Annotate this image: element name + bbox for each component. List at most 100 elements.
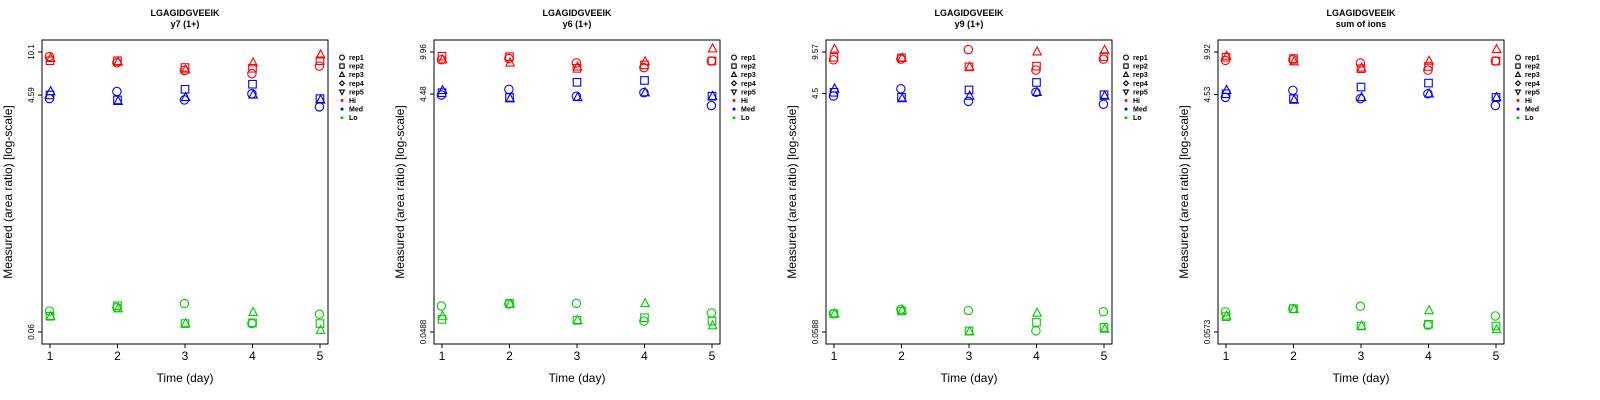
data-point-hi xyxy=(964,60,975,71)
legend-symbol-rep3 xyxy=(338,70,346,78)
data-point-med xyxy=(112,95,124,105)
data-point-hi xyxy=(1099,44,1110,54)
legend-label-rep5: rep5 xyxy=(1133,89,1148,96)
data-point-hi xyxy=(437,53,448,64)
data-point-lo xyxy=(707,316,717,326)
data-point-hi xyxy=(45,52,56,62)
data-point-med xyxy=(1288,93,1300,104)
y-tick-label: 4.48 xyxy=(419,86,428,102)
data-point-med xyxy=(1221,84,1232,95)
legend-symbol-rep4 xyxy=(1122,80,1130,87)
legend-label-lo: Lo xyxy=(741,115,750,122)
data-point-hi xyxy=(504,56,516,67)
legend-symbol-rep3 xyxy=(1122,70,1130,78)
legend-label-med: Med xyxy=(1133,107,1147,114)
data-point-hi xyxy=(639,55,651,66)
legend-label-rep1: rep1 xyxy=(1133,55,1148,62)
data-point-lo xyxy=(44,306,55,316)
y-tick-label: 4.59 xyxy=(27,87,36,103)
data-point-med xyxy=(437,84,448,95)
data-point-lo xyxy=(1031,307,1043,317)
data-point-hi xyxy=(1356,61,1367,72)
x-tick-label: 2 xyxy=(898,349,905,363)
legend-symbol-rep1 xyxy=(731,54,737,61)
data-point-med xyxy=(1424,78,1433,88)
panel-subtitle: y7 (1+) xyxy=(171,19,200,29)
data-point-hi xyxy=(505,52,514,62)
data-point-med xyxy=(639,86,651,97)
legend-label-rep2: rep2 xyxy=(741,64,756,71)
data-point-med xyxy=(1031,86,1043,96)
y-axis-label: Measured (area ratio) [log-scale] xyxy=(785,105,799,278)
data-point-lo xyxy=(314,309,325,320)
data-point-lo xyxy=(964,325,975,336)
legend-dot-hi xyxy=(732,99,736,102)
data-point-hi xyxy=(247,56,259,67)
x-tick-label: 3 xyxy=(1358,349,1365,363)
legend-symbol-rep5 xyxy=(730,89,738,96)
data-point-med xyxy=(1423,87,1435,98)
data-point-lo xyxy=(1099,323,1110,333)
legend-symbol-rep1 xyxy=(339,54,345,61)
data-point-lo xyxy=(45,310,56,320)
data-point-lo xyxy=(572,314,583,324)
legend-label-hi: Hi xyxy=(1133,98,1140,105)
y-tick-label: 0.0573 xyxy=(1203,319,1212,344)
legend-label-med: Med xyxy=(1525,107,1539,114)
data-point-med xyxy=(315,93,326,104)
legend-symbol-rep5 xyxy=(1514,89,1522,96)
legend-label-med: Med xyxy=(741,107,755,114)
plot-frame xyxy=(825,39,1113,345)
data-point-lo xyxy=(504,298,516,308)
y-tick-label: 10.1 xyxy=(27,44,36,60)
legend-symbol-rep2 xyxy=(339,63,345,69)
data-point-med xyxy=(896,84,906,94)
data-point-hi xyxy=(248,63,257,73)
data-point-lo xyxy=(1490,311,1501,321)
legend-dot-med xyxy=(732,107,736,111)
data-point-lo xyxy=(248,318,257,328)
data-point-med xyxy=(504,92,516,103)
data-point-hi xyxy=(963,44,974,55)
y-tick-label: 0.0588 xyxy=(811,319,820,344)
legend-label-hi: Hi xyxy=(349,98,356,105)
legend-symbol-rep3 xyxy=(730,70,738,78)
data-point-lo xyxy=(1031,326,1041,336)
data-point-hi xyxy=(315,56,325,66)
legend-symbol-rep4 xyxy=(730,80,738,87)
legend-label-rep1: rep1 xyxy=(1525,55,1540,62)
data-point-lo xyxy=(896,304,908,315)
y-tick-label: 9.92 xyxy=(1203,44,1212,60)
data-point-lo xyxy=(180,317,191,328)
legend-label-rep3: rep3 xyxy=(741,72,756,79)
panel-title: LGAGIDGVEEIK xyxy=(542,8,612,18)
data-point-med xyxy=(180,91,191,102)
x-tick-label: 4 xyxy=(249,349,256,363)
x-tick-label: 2 xyxy=(506,349,513,363)
legend-label-rep5: rep5 xyxy=(741,89,756,96)
panel-subtitle: y6 (1+) xyxy=(563,19,592,29)
data-point-lo xyxy=(1356,319,1367,330)
legend-symbol-rep3 xyxy=(1514,70,1522,78)
legend-label-rep3: rep3 xyxy=(1133,72,1148,79)
legend-label-hi: Hi xyxy=(1525,98,1532,105)
x-tick-label: 5 xyxy=(709,349,716,363)
data-point-med xyxy=(897,92,906,102)
data-point-med xyxy=(314,102,325,112)
legend-symbol-rep2 xyxy=(1515,63,1521,69)
data-point-med xyxy=(505,93,514,102)
x-tick-label: 1 xyxy=(47,349,54,363)
y-axis-label: Measured (area ratio) [log-scale] xyxy=(1,105,15,278)
data-point-med xyxy=(896,92,908,103)
data-point-hi xyxy=(1424,62,1433,71)
x-tick-label: 5 xyxy=(1101,349,1108,363)
data-point-hi xyxy=(707,56,717,66)
panel-subtitle: sum of ions xyxy=(1336,19,1387,29)
x-axis-label: Time (day) xyxy=(157,371,214,385)
data-point-med xyxy=(1288,85,1298,96)
x-tick-label: 3 xyxy=(966,349,973,363)
x-tick-label: 5 xyxy=(1493,349,1500,363)
panel-title: LGAGIDGVEEIK xyxy=(1326,8,1396,18)
legend-label-rep3: rep3 xyxy=(349,72,364,79)
